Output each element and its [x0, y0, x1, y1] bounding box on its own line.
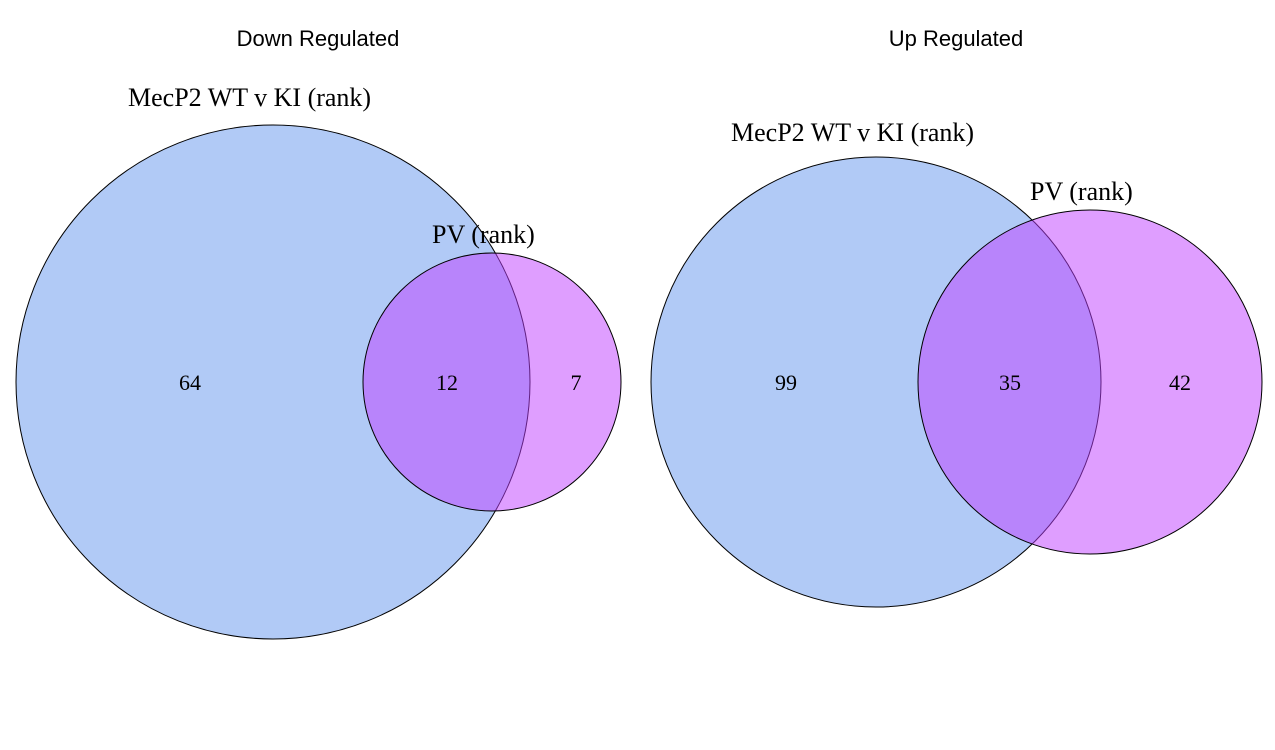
count-both: 35: [999, 370, 1021, 395]
count-only-a: 64: [179, 370, 201, 395]
diagram-title: Up Regulated: [889, 26, 1024, 51]
diagram-title: Down Regulated: [237, 26, 400, 51]
set-a-label: MecP2 WT v KI (rank): [128, 83, 371, 112]
venn-up-regulated: Up Regulated MecP2 WT v KI (rank) PV (ra…: [650, 26, 1263, 608]
set-b-label: PV (rank): [1030, 177, 1133, 206]
count-both: 12: [436, 370, 458, 395]
set-b-circle: [362, 252, 622, 512]
count-only-b: 42: [1169, 370, 1191, 395]
venn-down-regulated: Down Regulated MecP2 WT v KI (rank) PV (…: [15, 26, 622, 640]
count-only-b: 7: [571, 370, 582, 395]
set-a-label: MecP2 WT v KI (rank): [731, 118, 974, 147]
count-only-a: 99: [775, 370, 797, 395]
set-b-label: PV (rank): [432, 220, 535, 249]
set-b-circle: [917, 209, 1263, 555]
